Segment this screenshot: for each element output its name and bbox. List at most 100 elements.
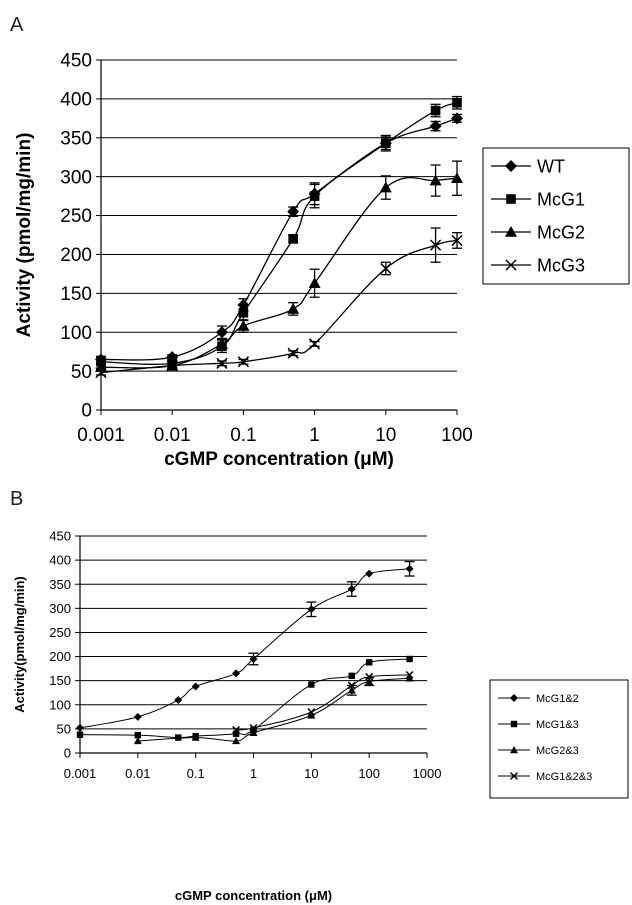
b-y-axis-label: Activity(pmol/mg/min) [12,576,27,713]
b-point-McG2&3 [405,674,414,682]
a-y-tick-label: 50 [71,362,92,383]
a-x-tick-label: 100 [441,425,473,446]
b-point-McG1&3 [134,731,142,739]
b-point-McG2&3 [307,711,316,719]
a-legend-label: WT [537,156,565,176]
a-legend-label: McG3 [537,255,585,275]
b-y-tick-label: 400 [49,553,71,568]
b-y-tick-label: 150 [49,673,71,688]
a-point-McG3 [287,347,299,359]
b-x-tick-label: 100 [358,766,380,781]
a-point-WT [451,112,463,125]
b-legend-label: McG1&2&3 [536,771,592,783]
a-legend-label: McG2 [537,222,585,242]
a-point-McG1 [238,307,249,318]
a-point-McG2 [451,172,463,184]
a-point-McG2 [237,320,250,331]
b-point-McG1&3 [348,672,355,680]
b-point-McG2&3 [249,728,258,736]
a-x-tick-label: 0.001 [77,425,125,446]
b-point-McG1&3 [406,655,413,663]
b-x-axis-label: cGMP concentration (μM) [175,888,332,903]
b-series-line-McG1&2 [79,568,410,729]
a-y-tick-label: 150 [60,284,92,305]
a-legend-marker [505,226,517,237]
b-y-tick-label: 0 [64,746,71,761]
b-point-McG1&3 [308,681,315,688]
b-y-tick-label: 50 [57,721,71,736]
b-series-line-McG1&2&3 [236,674,410,731]
a-point-McG3 [237,356,250,368]
b-point-McG1&2 [347,585,356,594]
b-point-McG1&2 [174,695,183,704]
a-y-tick-label: 350 [60,128,92,149]
a-x-tick-label: 0.1 [230,425,256,446]
a-y-tick-label: 450 [60,51,92,72]
a-legend-marker [506,194,516,204]
b-point-McG1&3 [175,734,182,741]
a-point-McG3 [166,360,178,372]
b-point-McG1&3 [76,731,84,738]
a-legend-marker [505,259,517,271]
a-point-McG1 [452,97,462,108]
chart-panel-a: 0 50 100 150 200 250 300 350 400 450 0.001 0.01 0.1 1… [14,51,630,470]
b-point-McG1&3 [232,730,240,737]
b-x-tick-label: 1 [250,766,257,781]
b-point-McG1&3 [365,659,373,666]
panel-label-b: B [10,488,24,510]
a-legend-label: McG1 [537,189,585,209]
a-point-McG2 [287,302,300,314]
a-point-McG3 [95,367,107,379]
b-point-McG1&2 [191,682,200,691]
b-y-tick-label: 100 [49,697,71,712]
b-point-McG1&2 [232,669,241,678]
a-y-tick-label: 400 [60,90,92,111]
panel-label-a: A [10,14,24,36]
a-x-tick-label: 0.01 [154,425,191,446]
b-y-tick-label: 350 [49,577,71,592]
b-x-tick-label: 0.001 [64,766,97,781]
b-point-McG2&3 [365,677,374,685]
a-x-axis-label: cGMP concentration (μM) [164,449,394,470]
b-legend-marker [510,746,518,754]
b-y-tick-label: 300 [49,601,71,616]
a-point-McG1 [309,191,320,201]
b-point-McG2&3 [347,686,356,694]
a-point-McG1 [430,105,441,116]
a-point-McG3 [380,262,392,275]
b-point-McG1&2 [249,654,258,663]
a-point-WT [287,205,300,218]
b-point-McG1&2 [307,605,316,614]
a-y-tick-label: 250 [60,206,92,227]
a-y-axis-label: Activity (pmol/mg/min) [14,133,35,338]
b-x-tick-label: 0.1 [187,766,205,781]
a-point-WT [429,120,442,133]
b-point-McG1&2 [133,712,142,721]
a-point-McG3 [451,234,463,247]
a-y-tick-label: 100 [60,323,92,344]
a-point-McG3 [216,357,228,369]
b-legend-marker [510,694,518,702]
b-point-McG1&2&3 [307,708,316,716]
a-point-McG2 [308,277,321,289]
b-point-McG1&2 [405,564,414,573]
b-legend-marker [510,772,518,780]
b-x-tick-label: 10 [304,766,318,781]
a-point-McG2 [215,337,228,349]
b-x-tick-label: 0.01 [125,766,150,781]
a-point-McG3 [429,239,442,251]
a-point-McG2 [429,174,442,186]
a-point-McG3 [308,338,321,350]
a-y-tick-label: 300 [60,167,92,188]
b-point-McG1&2 [76,723,84,732]
b-point-McG1&2&3 [405,670,414,679]
a-point-McG1 [288,234,298,244]
b-legend-marker [510,720,518,728]
b-series-line-McG2&3 [137,677,410,742]
a-x-tick-label: 10 [375,425,396,446]
b-point-McG2&3 [133,736,142,745]
a-y-tick-label: 0 [81,401,92,422]
b-point-McG2&3 [191,733,200,741]
a-legend-marker [505,160,517,172]
